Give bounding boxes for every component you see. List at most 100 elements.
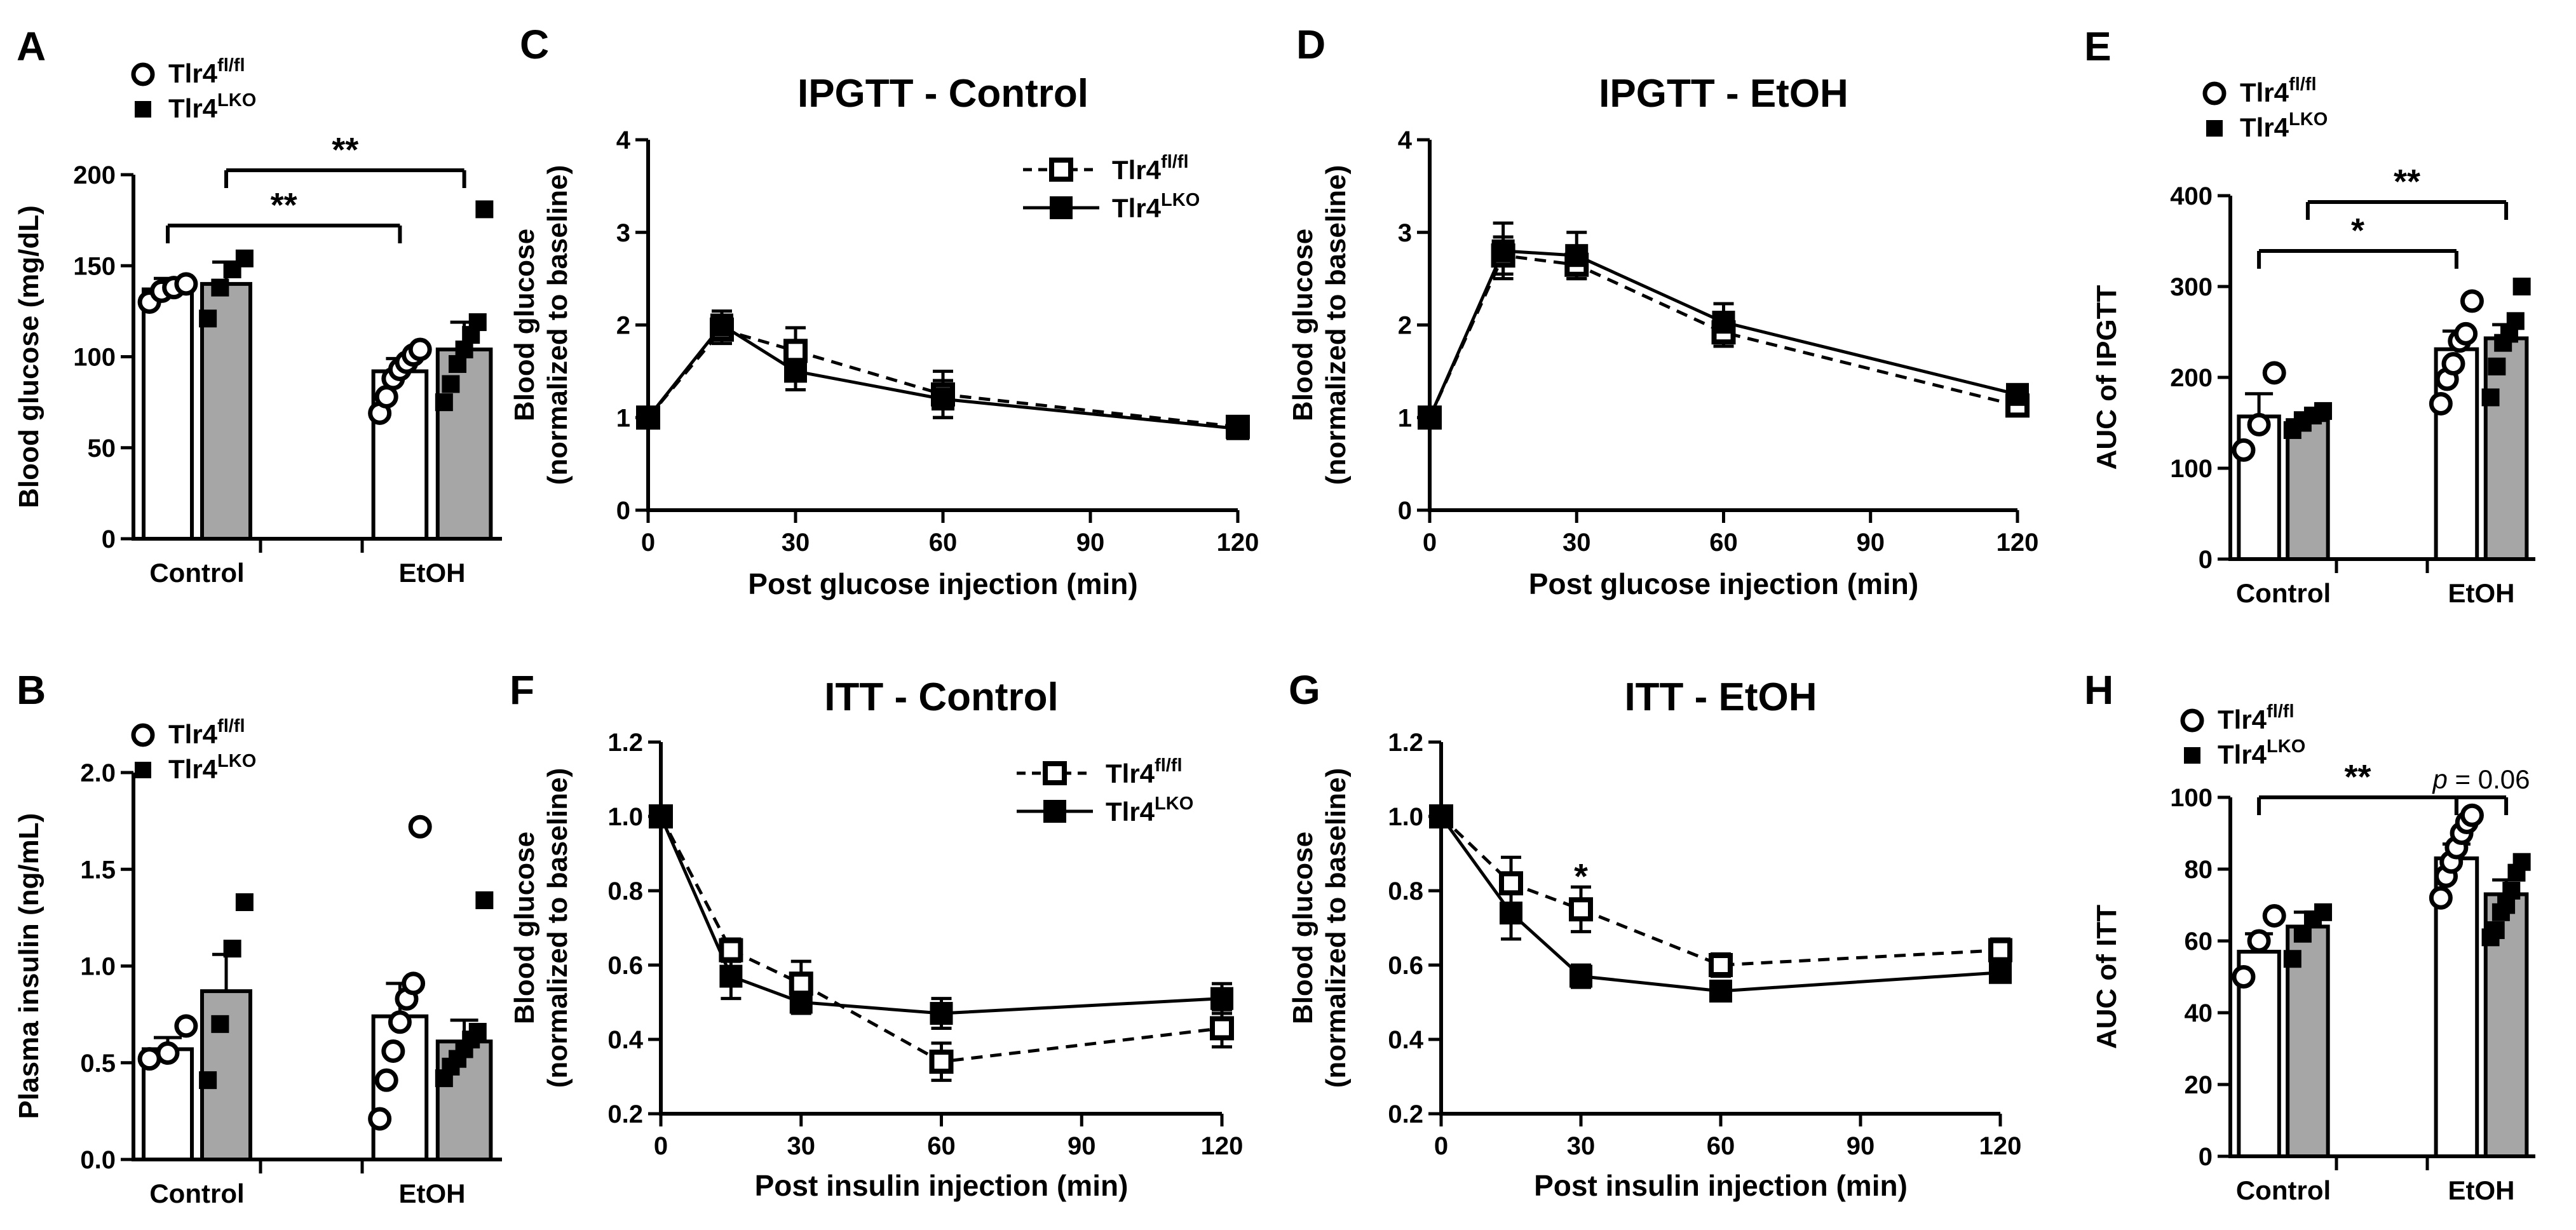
y-tick-label: 0.6 [607,952,643,980]
y-tick-label: 2 [616,312,630,340]
data-point [1988,938,2012,963]
panel-H: H 0 20 40 60 80 100 AUC of ITT Control EtOH Tlr4fl… [2084,667,2535,1205]
data-point [468,313,487,332]
data-point [1491,239,1515,262]
x-tick-label: EtOH [2448,1175,2515,1205]
y-tick-label: 0.2 [607,1100,643,1128]
legend-label-fl-superscript: fl/fl [217,716,245,736]
y-axis-label: Blood glucose [509,229,540,421]
legend-label-lko-superscript: LKO [217,751,256,771]
legend-label-lko-superscript: LKO [1161,190,1200,210]
panel-E: E 0 100 200 300 400 AUC of IPGTT Control EtOH Tlr… [2084,24,2535,608]
data-point [1712,311,1735,334]
y-tick-label: 0 [1398,497,1412,525]
legend-label-fl: Tlr4fl/fl [168,716,245,749]
data-point [1709,953,1733,977]
y-tick-label: 1.0 [1388,803,1423,831]
legend-label-lko: Tlr4LKO [1112,190,1200,223]
legend-label-fl: Tlr4fl/fl [2240,74,2317,107]
data-point [1499,871,1523,896]
legend-label-lko-base: Tlr4 [1106,797,1155,827]
panel-label: D [1296,22,1325,67]
y-axis-label: Blood glucose (mg/dL) [13,205,44,508]
legend-marker-open-circle [131,723,155,747]
data-point [235,893,254,912]
legend-marker-filled-square [1050,196,1073,219]
y-tick-label: 0 [2199,1143,2213,1171]
data-point [2486,921,2505,940]
data-point [2232,965,2256,989]
data-point [2262,903,2286,928]
chart-title: IPGTT - Control [797,72,1088,116]
x-tick-label: 30 [787,1132,816,1160]
p-value: = 0.06 [2448,764,2530,794]
data-point [1989,961,2012,984]
x-axis-label: Post insulin injection (min) [755,1169,1129,1202]
x-tick-label: EtOH [2448,578,2515,608]
series-line [659,815,1223,1015]
x-tick-label: 60 [1707,1132,1735,1160]
data-point [388,1010,412,1034]
legend-label-lko: Tlr4LKO [168,90,256,123]
panel-A: A 0 50 100 150 200 Blood glucose (mg/dL) Contro… [13,24,502,588]
data-point [2481,388,2500,407]
data-point [2247,929,2271,953]
data-point [211,278,229,297]
data-point [174,1014,198,1038]
legend-label-lko-superscript: LKO [217,90,256,111]
panel-label: A [17,24,46,69]
data-point [719,964,743,988]
data-point [408,814,432,839]
legend-marker-filled-square [135,101,151,118]
data-point [2247,412,2271,436]
data-point [789,990,813,1014]
x-tick-label: Control [149,1179,244,1208]
x-tick-label: 120 [1201,1132,1244,1160]
y-tick-label: 50 [88,435,116,463]
x-tick-label: Control [2236,578,2331,608]
data-point [2460,289,2484,313]
data-point [2460,803,2484,827]
bar [2286,418,2330,562]
data-point [1210,1016,1234,1041]
legend-marker-open-circle [2180,708,2204,733]
legend-label-fl-superscript: fl/fl [2289,74,2317,95]
x-tick-label: EtOH [399,1179,466,1208]
data-point [1430,805,1453,828]
series-line [1440,815,2001,967]
x-tick-label: 0 [654,1132,668,1160]
data-point [442,375,460,393]
legend-label-fl: Tlr4fl/fl [1106,755,1183,788]
data-point [235,249,254,267]
significance-label: ** [332,131,358,169]
legend-label-fl-base: Tlr4 [1106,759,1155,788]
legend-label-fl-superscript: fl/fl [2267,701,2295,722]
data-point [468,1023,487,1041]
data-point [2454,321,2478,346]
chart-title: ITT - Control [824,675,1058,719]
data-point [710,313,733,337]
data-point [408,337,432,362]
data-point [637,406,660,429]
x-tick-label: EtOH [399,558,466,588]
p-symbol: p [2432,764,2448,794]
y-tick-label: 2.0 [80,759,116,787]
data-point [783,339,808,363]
data-point [2441,352,2465,376]
data-point [1569,897,1593,922]
y-axis-label: Plasma insulin (ng/mL) [13,813,44,1119]
y-tick-label: 0.4 [607,1026,643,1054]
legend-label-fl-base: Tlr4 [168,58,218,88]
y-tick-label: 0.5 [80,1050,116,1078]
y-tick-label: 1 [616,404,630,432]
x-tick-label: 90 [1847,1132,1875,1160]
y-tick-label: 0.8 [607,877,643,905]
significance-label: ** [2344,758,2371,796]
data-point [374,1068,398,1092]
y-axis-label-2: (normalized to baseline) [542,768,573,1088]
legend-marker-open-square [1049,158,1073,182]
data-point [649,805,672,828]
